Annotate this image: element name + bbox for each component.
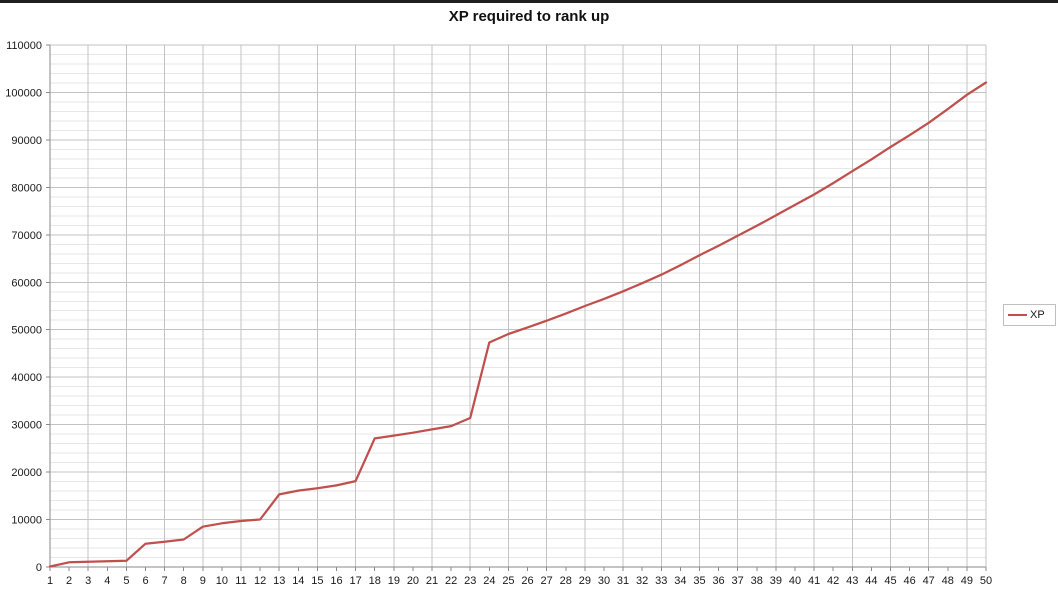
svg-text:39: 39 <box>770 575 782 587</box>
svg-text:50000: 50000 <box>11 325 42 337</box>
window-top-border <box>0 0 1058 3</box>
svg-text:44: 44 <box>865 575 877 587</box>
svg-text:8: 8 <box>181 575 187 587</box>
svg-text:100000: 100000 <box>5 87 42 99</box>
svg-text:32: 32 <box>636 575 648 587</box>
svg-text:90000: 90000 <box>11 135 42 147</box>
svg-text:49: 49 <box>961 575 973 587</box>
legend-line-sample <box>1008 314 1027 316</box>
svg-text:30000: 30000 <box>11 420 42 432</box>
svg-text:0: 0 <box>36 562 42 574</box>
svg-text:14: 14 <box>292 575 304 587</box>
svg-text:46: 46 <box>903 575 915 587</box>
svg-text:33: 33 <box>655 575 667 587</box>
svg-text:28: 28 <box>560 575 572 587</box>
svg-text:2: 2 <box>66 575 72 587</box>
legend: XP <box>1003 304 1056 326</box>
svg-text:5: 5 <box>123 575 129 587</box>
svg-text:22: 22 <box>445 575 457 587</box>
svg-text:11: 11 <box>235 575 246 587</box>
svg-text:10000: 10000 <box>11 515 42 527</box>
svg-text:24: 24 <box>483 575 495 587</box>
svg-text:29: 29 <box>579 575 591 587</box>
svg-text:12: 12 <box>254 575 266 587</box>
svg-text:4: 4 <box>104 575 110 587</box>
svg-text:80000: 80000 <box>11 182 42 194</box>
svg-text:31: 31 <box>617 575 629 587</box>
svg-text:27: 27 <box>541 575 553 587</box>
svg-text:34: 34 <box>674 575 686 587</box>
svg-text:25: 25 <box>502 575 514 587</box>
svg-text:47: 47 <box>923 575 935 587</box>
svg-text:35: 35 <box>693 575 705 587</box>
svg-text:36: 36 <box>712 575 724 587</box>
svg-text:20000: 20000 <box>11 467 42 479</box>
svg-text:1: 1 <box>47 575 53 587</box>
svg-text:17: 17 <box>350 575 362 587</box>
legend-series-label: XP <box>1030 308 1045 321</box>
svg-text:9: 9 <box>200 575 206 587</box>
svg-text:7: 7 <box>162 575 168 587</box>
svg-text:48: 48 <box>942 575 954 587</box>
svg-text:110000: 110000 <box>6 40 42 52</box>
chart-title: XP required to rank up <box>448 8 610 25</box>
svg-text:10: 10 <box>216 575 228 587</box>
svg-text:23: 23 <box>464 575 476 587</box>
svg-text:30: 30 <box>598 575 610 587</box>
svg-text:37: 37 <box>732 575 744 587</box>
svg-text:45: 45 <box>884 575 896 587</box>
svg-text:50: 50 <box>980 575 992 587</box>
svg-text:16: 16 <box>330 575 342 587</box>
svg-text:41: 41 <box>808 575 820 587</box>
svg-text:13: 13 <box>273 575 285 587</box>
svg-text:40: 40 <box>789 575 801 587</box>
svg-text:19: 19 <box>388 575 400 587</box>
svg-text:21: 21 <box>426 575 438 587</box>
svg-text:38: 38 <box>751 575 763 587</box>
svg-text:6: 6 <box>142 575 148 587</box>
svg-text:20: 20 <box>407 575 419 587</box>
svg-text:18: 18 <box>369 575 381 587</box>
svg-text:42: 42 <box>827 575 839 587</box>
svg-text:26: 26 <box>521 575 533 587</box>
svg-text:40000: 40000 <box>11 372 42 384</box>
svg-text:3: 3 <box>85 575 91 587</box>
svg-text:70000: 70000 <box>11 230 42 242</box>
svg-text:43: 43 <box>846 575 858 587</box>
svg-text:60000: 60000 <box>11 277 42 289</box>
svg-text:15: 15 <box>311 575 323 587</box>
